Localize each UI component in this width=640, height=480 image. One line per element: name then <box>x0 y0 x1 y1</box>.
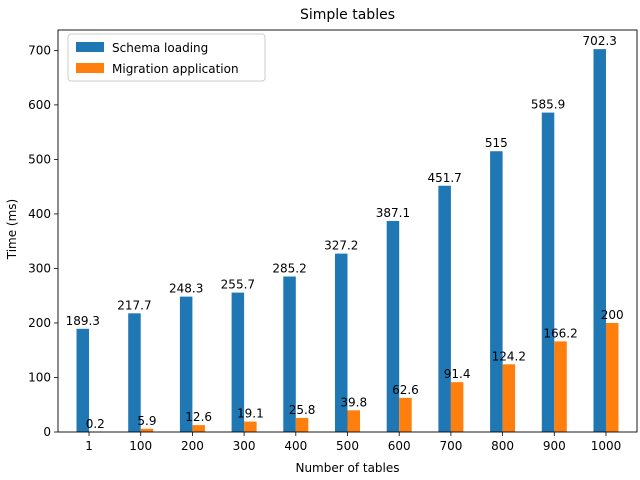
data-label: 702.3 <box>583 34 617 48</box>
bar-schema-loading <box>593 49 606 432</box>
data-label: 387.1 <box>376 206 410 220</box>
data-label: 91.4 <box>444 367 471 381</box>
data-label: 285.2 <box>272 262 306 276</box>
x-tick-label: 1000 <box>591 439 622 453</box>
bar-migration-application <box>140 428 154 432</box>
data-label: 327.2 <box>324 239 358 253</box>
legend-swatch-schema-loading <box>76 42 104 52</box>
x-axis-label: Number of tables <box>295 461 399 475</box>
y-tick-label: 600 <box>28 98 51 112</box>
data-label: 200 <box>601 308 624 322</box>
y-tick-label: 700 <box>28 43 51 57</box>
y-tick-label: 0 <box>43 425 51 439</box>
x-tick-label: 400 <box>284 439 307 453</box>
x-tick-label: 1 <box>85 439 93 453</box>
bar-migration-application <box>295 417 309 432</box>
y-tick-label: 400 <box>28 207 51 221</box>
bar-schema-loading <box>231 292 245 432</box>
bar-schema-loading <box>386 220 400 432</box>
y-tick-label: 300 <box>28 261 51 275</box>
x-tick-label: 200 <box>181 439 204 453</box>
data-label: 166.2 <box>543 326 577 340</box>
bar-schema-loading <box>283 276 296 432</box>
legend-label-migration-application: Migration application <box>112 62 239 76</box>
data-label: 255.7 <box>221 278 255 292</box>
bar-schema-loading <box>179 296 193 432</box>
bar-migration-application <box>347 410 360 432</box>
x-tick-label: 800 <box>491 439 514 453</box>
legend: Schema loading Migration application <box>67 33 266 82</box>
x-tick-label: 500 <box>336 439 359 453</box>
x-tick-label: 900 <box>543 439 566 453</box>
data-label: 189.3 <box>66 314 100 328</box>
bar-schema-loading <box>438 185 451 432</box>
data-label: 248.3 <box>169 282 203 296</box>
data-label: 5.9 <box>137 414 156 428</box>
data-label: 585.9 <box>531 98 565 112</box>
data-label: 0.2 <box>86 417 105 431</box>
x-tick-label: 700 <box>439 439 462 453</box>
bar-schema-loading <box>76 328 90 432</box>
bar-migration-application <box>192 425 205 432</box>
plot-area: 189.3 217.7 248.3 255.7 285.2 327.2 387.1 451.7… <box>28 29 638 453</box>
y-tick-label: 500 <box>28 152 51 166</box>
legend-swatch-migration-application <box>76 63 104 73</box>
y-axis-label: Time (ms) <box>5 199 19 261</box>
bar-schema-loading <box>128 313 141 432</box>
data-label: 451.7 <box>427 171 461 185</box>
chart-title: Simple tables <box>300 7 395 23</box>
y-tick-label: 100 <box>28 370 51 384</box>
x-tick-label: 600 <box>388 439 411 453</box>
bar-migration-application <box>450 382 464 432</box>
bar-schema-loading <box>490 151 503 432</box>
bar-migration-application <box>605 322 619 432</box>
legend-box <box>67 33 266 82</box>
data-label: 12.6 <box>185 410 212 424</box>
legend-label-schema-loading: Schema loading <box>112 41 208 55</box>
bar-migration-application <box>244 421 257 432</box>
data-label: 62.6 <box>392 383 419 397</box>
bar-migration-application <box>399 397 412 432</box>
x-tick-label: 100 <box>129 439 152 453</box>
data-label: 515 <box>485 136 508 150</box>
data-label: 217.7 <box>117 298 151 312</box>
y-tick-label: 200 <box>28 316 51 330</box>
bar-migration-application <box>554 341 567 432</box>
data-label: 39.8 <box>340 395 367 409</box>
data-label: 19.1 <box>237 407 264 421</box>
bar-schema-loading <box>335 253 348 432</box>
data-label: 25.8 <box>289 403 316 417</box>
bar-schema-loading <box>541 112 555 432</box>
data-label: 124.2 <box>492 349 526 363</box>
bar-migration-application <box>502 364 516 432</box>
x-tick-label: 300 <box>233 439 256 453</box>
